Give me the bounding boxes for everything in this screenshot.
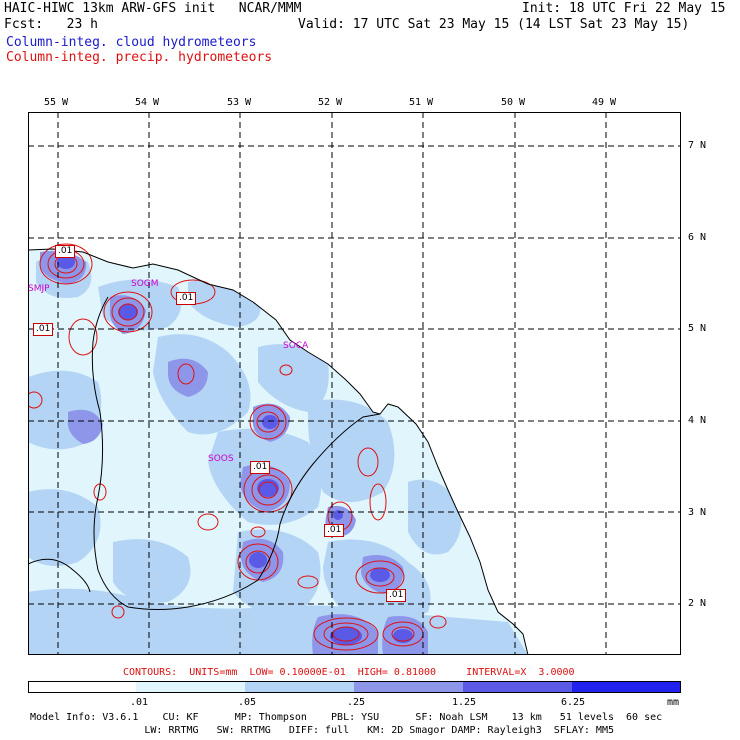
contour-label: .01 — [176, 292, 197, 305]
colorbar-bin — [136, 681, 245, 693]
contour-label: .01 — [386, 589, 407, 602]
model-info-line2: LW: RRTMG SW: RRTMG DIFF: full KM: 2D Sm… — [30, 725, 614, 736]
colorbar-tick: .01 — [130, 697, 149, 708]
colorbar — [28, 681, 681, 693]
place-label-smjp: SMJP — [28, 284, 50, 294]
contour-info: CONTOURS: UNITS=mm LOW= 0.10000E-01 HIGH… — [123, 667, 575, 678]
lat-label-3n: 3 N — [688, 507, 707, 518]
map-frame — [28, 112, 681, 655]
border-sw — [28, 558, 91, 593]
plot-title: HAIC-HIWC 13km ARW-GFS init NCAR/MMM — [4, 1, 302, 16]
colorbar-tick: .05 — [238, 697, 257, 708]
coastline — [28, 248, 529, 655]
valid-time: Valid: 17 UTC Sat 23 May 15 (14 LST Sat … — [298, 17, 690, 32]
lat-label-7n: 7 N — [688, 140, 707, 151]
lat-lon-grid — [28, 112, 681, 655]
colorbar-unit: mm — [667, 697, 680, 708]
field-precip-label: Column-integ. precip. hydrometeors — [6, 50, 273, 65]
field-cloud-label: Column-integ. cloud hydrometeors — [6, 35, 257, 50]
init-time: Init: 18 UTC Fri 22 May 15 — [522, 1, 726, 16]
forecast-hour: Fcst: 23 h — [4, 17, 98, 32]
contour-label: .01 — [33, 323, 54, 336]
lon-label-54w: 54 W — [135, 97, 160, 108]
contour-label: .01 — [55, 245, 76, 258]
lon-label-52w: 52 W — [318, 97, 343, 108]
colorbar-tick: 1.25 — [452, 697, 477, 708]
lat-label-6n: 6 N — [688, 232, 707, 243]
lon-label-53w: 53 W — [227, 97, 252, 108]
colorbar-bin — [28, 681, 136, 693]
colorbar-tick: 6.25 — [561, 697, 586, 708]
lat-label-2n: 2 N — [688, 598, 707, 609]
colorbar-bin — [572, 681, 681, 693]
lat-label-5n: 5 N — [688, 323, 707, 334]
colorbar-bin — [463, 681, 572, 693]
contour-label: .01 — [324, 524, 345, 537]
place-label-soos: SOOS — [208, 454, 234, 464]
border-south — [187, 413, 381, 608]
place-label-sogm: SOGM — [131, 279, 159, 289]
lon-label-49w: 49 W — [592, 97, 617, 108]
precip-contours — [28, 243, 447, 651]
map-panel — [28, 112, 681, 655]
lon-label-50w: 50 W — [501, 97, 526, 108]
model-info-line1: Model Info: V3.6.1 CU: KF MP: Thompson P… — [30, 712, 663, 723]
colorbar-bin — [354, 681, 463, 693]
lon-label-51w: 51 W — [409, 97, 434, 108]
place-label-soca: SOCA — [283, 341, 309, 351]
colorbar-tick: .25 — [347, 697, 366, 708]
contour-label: .01 — [250, 461, 271, 474]
border-west — [91, 296, 189, 610]
lon-label-55w: 55 W — [44, 97, 69, 108]
lat-label-4n: 4 N — [688, 415, 707, 426]
colorbar-bin — [245, 681, 354, 693]
